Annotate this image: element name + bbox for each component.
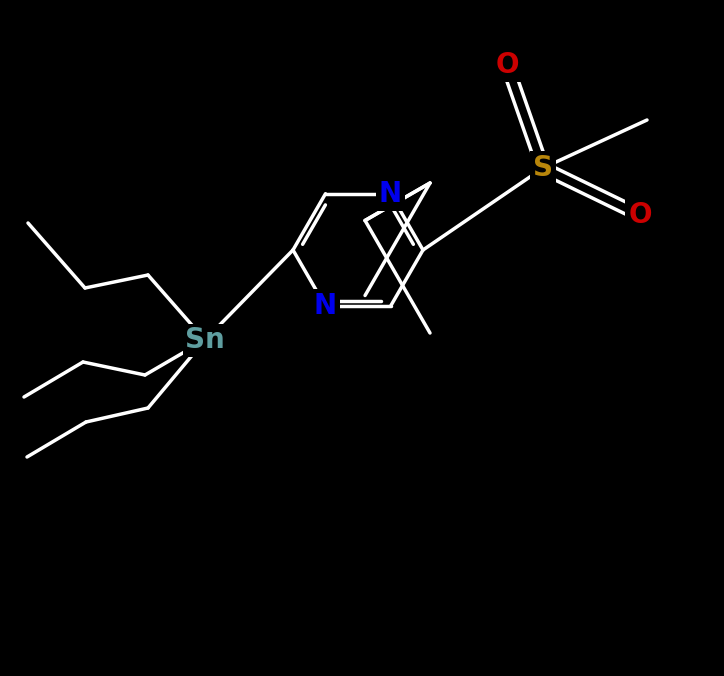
Text: N: N	[379, 180, 402, 208]
Text: Sn: Sn	[185, 326, 225, 354]
Text: S: S	[533, 154, 553, 182]
Text: N: N	[314, 292, 337, 320]
Text: O: O	[628, 201, 652, 229]
Text: O: O	[495, 51, 519, 79]
